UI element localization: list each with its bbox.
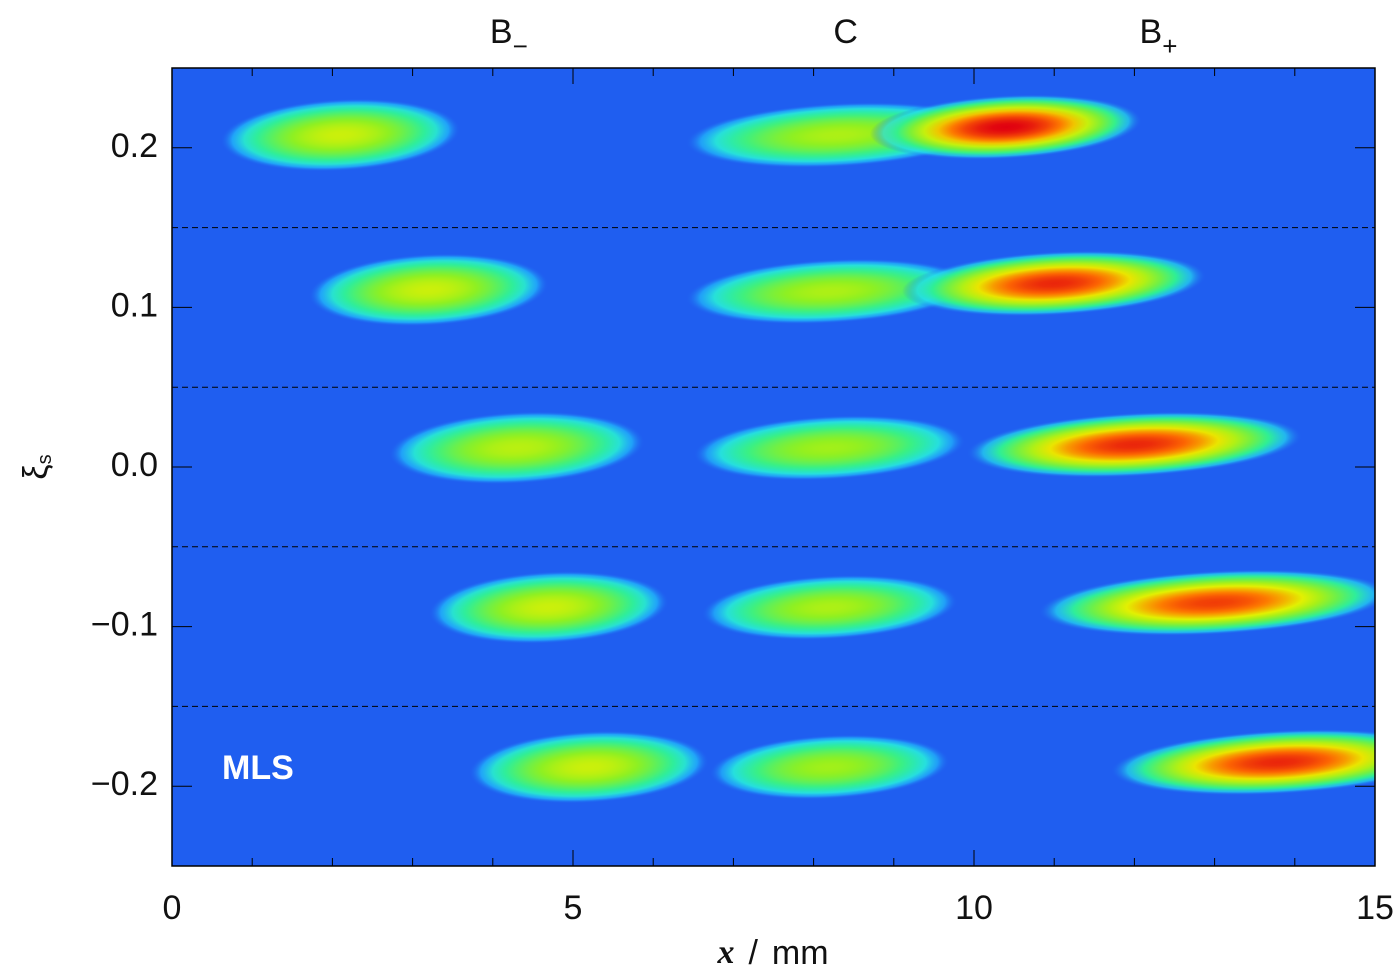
top-label-text: B xyxy=(1140,13,1163,51)
x-tick-label: 5 xyxy=(564,889,583,927)
y-tick-label: −0.2 xyxy=(91,765,158,803)
top-label: B+ xyxy=(1140,13,1178,61)
y-tick-label: 0.1 xyxy=(111,286,158,324)
x-tick-label: 10 xyxy=(955,889,993,927)
x-tick-label: 15 xyxy=(1356,889,1394,927)
top-label-sub: − xyxy=(513,31,528,61)
y-tick-label: 0.0 xyxy=(111,446,158,484)
x-axis-symbol: x xyxy=(716,934,734,971)
x-axis-slash: / xyxy=(748,934,758,972)
y-tick-label: −0.1 xyxy=(91,606,158,644)
y-axis-symbol: ξ xyxy=(17,464,55,479)
x-tick-label: 0 xyxy=(163,889,182,927)
top-label-text: C xyxy=(833,13,858,51)
top-label: B− xyxy=(490,13,528,61)
y-tick-label: 0.2 xyxy=(111,127,158,165)
x-axis-unit: mm xyxy=(772,934,829,972)
annotation: MLS xyxy=(222,749,294,787)
top-label-text: B xyxy=(490,13,513,51)
y-axis-label: ξs xyxy=(17,454,56,479)
x-axis-label: x / mm xyxy=(716,934,828,972)
y-axis-sub: s xyxy=(34,454,56,464)
top-label-sub: + xyxy=(1162,31,1177,61)
top-label: C xyxy=(833,13,858,51)
